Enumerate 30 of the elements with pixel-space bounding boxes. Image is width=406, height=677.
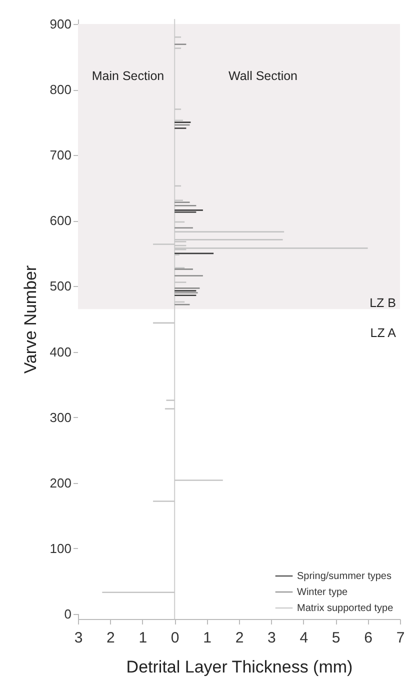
annotation: LZ B — [370, 296, 396, 310]
y-tick-label: 300 — [50, 410, 72, 425]
x-tick-label: 1 — [203, 630, 212, 646]
x-tick-label: 2 — [106, 630, 115, 646]
y-tick-label: 100 — [50, 540, 72, 556]
legend-label: Matrix supported type — [297, 603, 394, 614]
y-tick-label: 400 — [50, 344, 72, 360]
x-tick-label: 3 — [268, 630, 276, 646]
x-tick-label: 2 — [235, 630, 244, 646]
x-tick-label: 6 — [364, 630, 372, 646]
x-tick-label: 3 — [74, 630, 83, 646]
y-tick-label: 800 — [50, 82, 72, 98]
annotation: Main Section — [92, 69, 164, 83]
y-tick-label: 600 — [50, 213, 72, 228]
legend-label: Winter type — [297, 587, 348, 598]
y-tick-label: 0 — [64, 606, 72, 622]
x-tick-label: 0 — [170, 630, 180, 646]
annotation: Wall Section — [228, 69, 298, 83]
x-axis-title: Detrital Layer Thickness (mm) — [126, 658, 353, 676]
y-tick-label: 700 — [50, 148, 72, 163]
x-tick-label: 7 — [396, 630, 405, 646]
annotation: LZ A — [370, 326, 397, 340]
y-tick-label: 200 — [50, 475, 72, 490]
y-axis-title: Varve Number — [20, 265, 40, 374]
legend-label: Spring/summer types — [297, 571, 392, 582]
x-tick-label: 5 — [332, 630, 340, 646]
y-tick-label: 900 — [50, 16, 72, 32]
x-tick-label: 4 — [300, 630, 308, 646]
x-tick-label: 1 — [138, 630, 148, 646]
y-tick-label: 500 — [50, 278, 72, 294]
